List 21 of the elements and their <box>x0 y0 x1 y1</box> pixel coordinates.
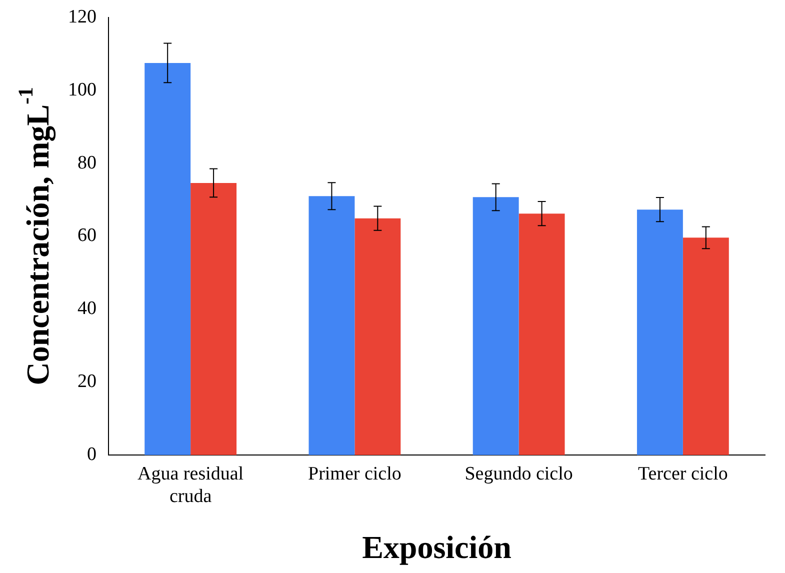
bar <box>354 218 401 455</box>
y-tick-label: 0 <box>87 444 96 465</box>
y-tick-label: 80 <box>78 152 96 174</box>
bar <box>518 214 565 455</box>
x-tick-label: Agua residual cruda <box>138 463 244 508</box>
bar <box>682 238 729 455</box>
y-tick-label: 120 <box>68 6 96 28</box>
y-tick-label: 100 <box>68 79 96 100</box>
y-tick-label: 20 <box>78 371 96 392</box>
bar <box>190 182 237 455</box>
x-axis-title: Exposición <box>362 529 512 566</box>
bar <box>472 197 519 455</box>
bar <box>144 62 191 455</box>
x-tick-label: Tercer ciclo <box>638 463 728 484</box>
x-tick-label: Primer ciclo <box>308 463 402 484</box>
bar <box>636 210 683 455</box>
y-axis-title: Concentración, mgL-1 <box>14 87 56 386</box>
x-tick-label: Segundo ciclo <box>464 463 573 484</box>
bar <box>308 196 355 455</box>
y-tick-label: 40 <box>78 298 96 320</box>
y-tick-label: 60 <box>78 225 96 246</box>
